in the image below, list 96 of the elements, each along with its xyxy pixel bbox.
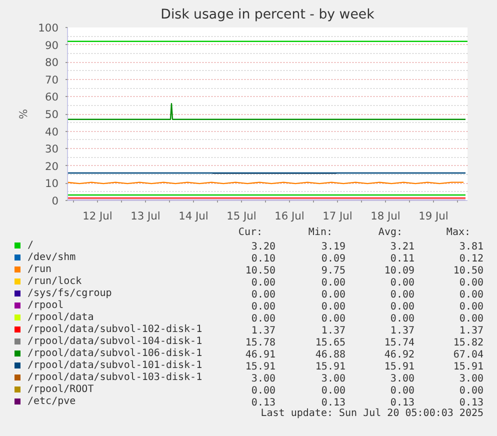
text: Last update: Sun Jul 20 05:00:03 2025 (260, 408, 484, 419)
text: 15.74 (384, 338, 415, 348)
text: 3.21 (390, 242, 415, 252)
text: Avg: (378, 227, 403, 238)
text: 10.50 (245, 266, 276, 276)
legend-label: /rpool/data (28, 312, 94, 323)
text: 3.81 (459, 242, 484, 252)
text: 0.13 (390, 398, 415, 408)
text: 0.00 (390, 386, 415, 396)
text: 1.37 (251, 326, 276, 336)
text: 15.91 (315, 362, 346, 372)
x-tick-label: 15 Jul (226, 210, 256, 222)
x-tick-label: 16 Jul (274, 210, 304, 222)
text: 46.92 (384, 350, 415, 360)
text: 3.19 (321, 242, 346, 252)
text: 15.78 (245, 338, 276, 348)
text: 0.00 (321, 314, 346, 324)
text: 0.00 (251, 386, 276, 396)
text: 0.00 (251, 290, 276, 300)
text: Max: (446, 227, 471, 238)
x-tick-label: 12 Jul (82, 210, 112, 222)
legend-label: /rpool/data/subvol-103-disk-1 (28, 372, 202, 383)
legend-label: /sys/fs/cgroup (28, 288, 112, 299)
text: 0.00 (321, 290, 346, 300)
text: 1.37 (321, 326, 346, 336)
text: 0.00 (390, 290, 415, 300)
text: 0.00 (459, 386, 484, 396)
text: 0.00 (321, 302, 346, 312)
text: 0.09 (321, 254, 346, 264)
legend-label: /rpool/data/subvol-104-disk-1 (28, 336, 202, 347)
legend-label: /rpool/data/subvol-102-disk-1 (28, 324, 202, 335)
text: 0.13 (251, 398, 276, 408)
text: 15.91 (245, 362, 276, 372)
x-tick-label: 19 Jul (418, 210, 448, 222)
text: 0.00 (459, 314, 484, 324)
text: 3.20 (251, 242, 276, 252)
y-tick-label: 90 (44, 38, 59, 52)
text: Cur: (238, 227, 263, 238)
text: 15.82 (453, 338, 484, 348)
text: 0.10 (251, 254, 276, 264)
text: 3.00 (321, 374, 346, 384)
text: 9.75 (321, 266, 346, 276)
text: 15.91 (384, 362, 415, 372)
legend-label: /run (28, 264, 52, 275)
legend-label: /rpool/data/subvol-106-disk-1 (28, 348, 202, 359)
legend-label: /rpool/data/subvol-101-disk-1 (28, 360, 202, 371)
text: 3.00 (390, 374, 415, 384)
x-tick-label: 13 Jul (130, 210, 160, 222)
text: 3.00 (459, 374, 484, 384)
text: 15.91 (453, 362, 484, 372)
text: 15.65 (315, 338, 346, 348)
text: 0.13 (321, 398, 346, 408)
x-tick-label: 14 Jul (178, 210, 208, 222)
y-tick-label: 50 (44, 108, 59, 121)
text: Min: (308, 227, 333, 238)
chart-title: Disk usage in percent - by week (160, 8, 375, 22)
text: 0.00 (321, 278, 346, 288)
y-tick-label: 80 (44, 56, 59, 70)
y-tick-label: 30 (44, 142, 59, 156)
text: 0.12 (459, 254, 484, 264)
y-tick-label: 20 (44, 160, 59, 173)
y-tick-label: 100 (38, 22, 59, 34)
text: 0.00 (321, 386, 346, 396)
text: 0.00 (251, 302, 276, 312)
text: 0.00 (459, 302, 484, 312)
text: 0.00 (390, 278, 415, 288)
legend-label: / (28, 240, 34, 251)
legend-label: /dev/shm (28, 252, 76, 263)
x-tick-label: 17 Jul (322, 210, 352, 222)
y-tick-label: 10 (44, 177, 59, 190)
text: 0.00 (459, 278, 484, 288)
legend-label: /rpool/ROOT (28, 384, 94, 395)
y-axis-title: % (17, 108, 30, 120)
y-tick-label: 70 (44, 73, 59, 86)
legend-label: /run/lock (28, 276, 82, 287)
text: 3.00 (251, 374, 276, 384)
text: 0.00 (390, 314, 415, 324)
text: 46.91 (245, 350, 276, 360)
text: 0.11 (390, 254, 415, 264)
legend-label: /rpool (28, 300, 64, 311)
text: 10.09 (384, 266, 415, 276)
y-tick-label: 40 (44, 125, 59, 138)
text: 1.37 (390, 326, 415, 336)
text: 0.00 (459, 290, 484, 300)
text: 0.13 (459, 398, 484, 408)
text: 67.04 (453, 350, 484, 360)
text: 0.00 (251, 278, 276, 288)
text: 0.00 (251, 314, 276, 324)
x-tick-label: 18 Jul (370, 210, 400, 222)
legend-label: /etc/pve (28, 396, 76, 407)
text: 0.00 (390, 302, 415, 312)
y-tick-label: 0 (52, 194, 59, 208)
text: 46.88 (315, 350, 346, 360)
y-tick-label: 60 (44, 90, 59, 104)
text: 1.37 (459, 326, 484, 336)
text: 10.50 (453, 266, 484, 276)
